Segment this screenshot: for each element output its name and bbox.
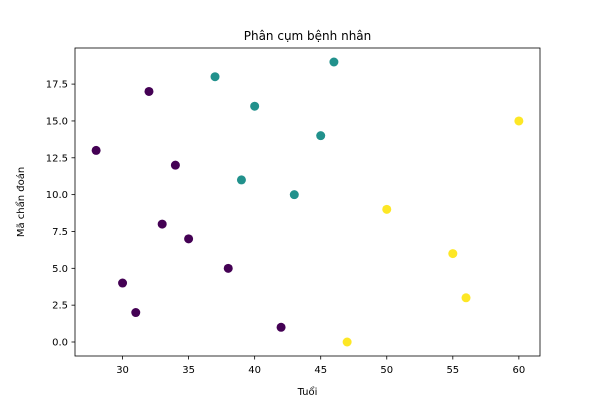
data-point-cluster-1: [316, 131, 326, 141]
data-point-cluster-0: [223, 263, 233, 273]
data-point-cluster-1: [210, 72, 220, 82]
x-axis-ticks: 30 35 40 45 50 55 60: [116, 356, 525, 376]
data-point-cluster-2: [342, 337, 352, 347]
x-axis-label: Tuổi: [297, 385, 318, 398]
y-tick-label: 10.0: [46, 190, 68, 201]
data-point-cluster-0: [118, 278, 128, 288]
data-point-cluster-0: [91, 145, 101, 155]
data-point-cluster-2: [461, 293, 471, 303]
y-tick-label: 17.5: [46, 80, 68, 91]
data-point-cluster-2: [448, 249, 458, 259]
x-tick-label: 40: [248, 365, 261, 376]
data-points: [91, 57, 524, 347]
y-tick-label: 15.0: [46, 116, 68, 127]
data-point-cluster-2: [514, 116, 524, 126]
data-point-cluster-1: [236, 175, 246, 185]
x-tick-label: 35: [182, 365, 195, 376]
data-point-cluster-0: [144, 86, 154, 96]
chart-title: Phân cụm bệnh nhân: [244, 29, 372, 43]
y-axis-ticks: 0.0 2.5 5.0 7.5 10.0 12.5 15.0 17.5: [46, 80, 75, 349]
data-point-cluster-2: [382, 204, 392, 214]
data-point-cluster-0: [184, 234, 194, 244]
data-point-cluster-0: [276, 322, 286, 332]
data-point-cluster-0: [157, 219, 167, 229]
data-point-cluster-1: [289, 190, 299, 200]
y-tick-label: 0.0: [52, 338, 68, 349]
y-tick-label: 2.5: [52, 301, 68, 312]
y-tick-label: 5.0: [52, 264, 68, 275]
y-tick-label: 7.5: [52, 227, 68, 238]
data-point-cluster-0: [131, 308, 141, 318]
x-tick-label: 45: [314, 365, 327, 376]
data-point-cluster-0: [170, 160, 180, 170]
y-axis-label: Mã chẩn đoán: [14, 167, 27, 237]
x-tick-label: 30: [116, 365, 129, 376]
data-point-cluster-1: [329, 57, 339, 67]
x-tick-label: 55: [446, 365, 459, 376]
plot-frame: [74, 47, 541, 357]
data-point-cluster-1: [250, 101, 260, 111]
x-tick-label: 50: [380, 365, 393, 376]
x-tick-label: 60: [512, 365, 525, 376]
y-tick-label: 12.5: [46, 153, 68, 164]
